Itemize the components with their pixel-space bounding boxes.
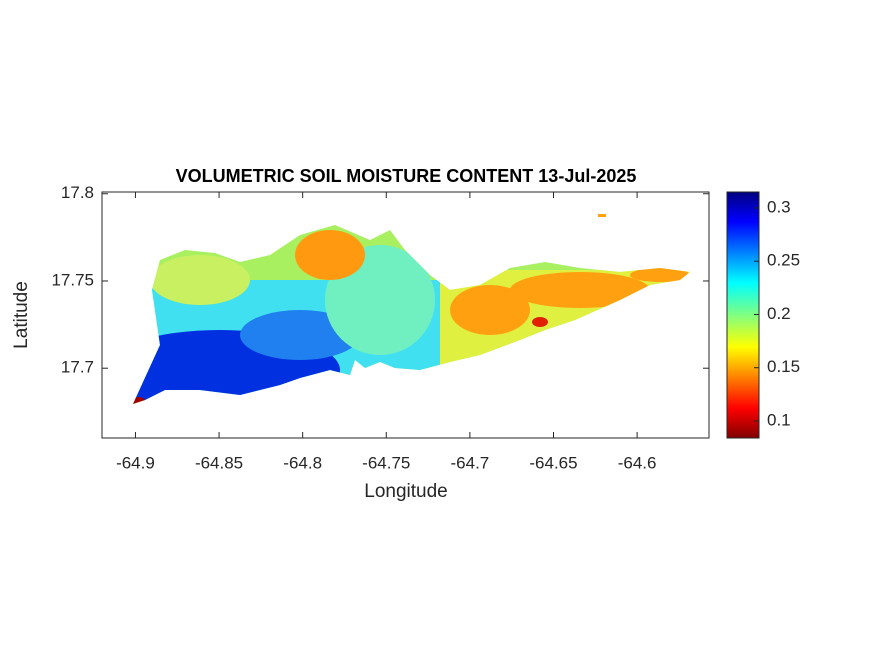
- x-tick-label: -64.8: [283, 453, 322, 472]
- x-tick-label: -64.7: [451, 453, 490, 472]
- x-tick-label: -64.75: [362, 453, 410, 472]
- x-axis-label: Longitude: [364, 481, 447, 502]
- islet: [598, 214, 606, 217]
- y-tick-label: 17.8: [61, 183, 94, 202]
- y-tick-label: 17.7: [61, 358, 94, 377]
- colorbar-tick-label: 0.1: [767, 410, 791, 429]
- x-tick-label: -64.9: [116, 453, 155, 472]
- colorbar-tick-label: 0.3: [767, 197, 791, 216]
- colorbar-tick-label: 0.2: [767, 304, 791, 323]
- y-axis-label: Latitude: [11, 281, 32, 349]
- colorbar: [726, 191, 760, 439]
- y-tick-label: 17.75: [51, 270, 94, 289]
- chart-title: VOLUMETRIC SOIL MOISTURE CONTENT 13-Jul-…: [176, 166, 637, 186]
- colorbar-tick-label: 0.15: [767, 357, 800, 376]
- x-tick-label: -64.85: [195, 453, 243, 472]
- colorbar-tick-label: 0.25: [767, 251, 800, 270]
- x-tick-label: -64.65: [529, 453, 577, 472]
- x-tick-label: -64.6: [618, 453, 657, 472]
